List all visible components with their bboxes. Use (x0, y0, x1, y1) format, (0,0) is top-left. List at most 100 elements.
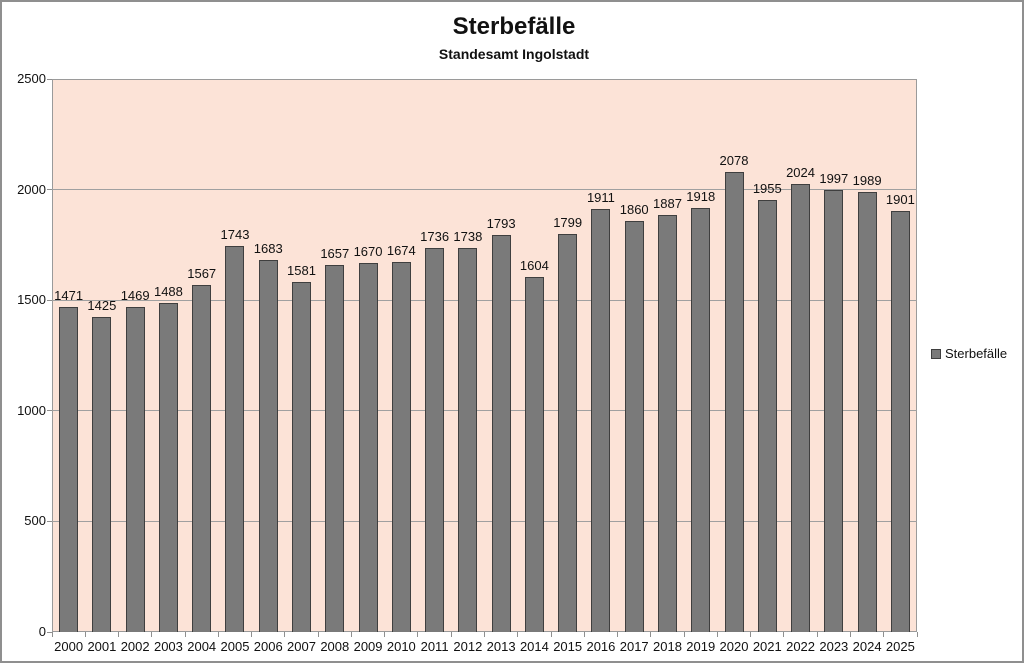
x-tick-mark-26 (916, 632, 918, 637)
x-tick-label-2019: 2019 (686, 639, 716, 654)
legend-marker-icon (931, 349, 941, 359)
x-tick-label-2024: 2024 (852, 639, 882, 654)
bar-2000 (59, 306, 79, 632)
bar-2013 (491, 235, 511, 632)
bar-value-label-2019: 1918 (686, 188, 716, 204)
bar-value-label-2022: 2024 (786, 165, 815, 181)
gridline-2000 (52, 189, 917, 191)
x-tick-mark-6 (251, 632, 253, 637)
x-tick-mark-11 (417, 632, 419, 637)
x-tick-mark-20 (716, 632, 718, 637)
x-tick-label-2011: 2011 (420, 639, 449, 654)
legend-label: Sterbefälle (945, 346, 1008, 361)
x-tick-mark-1 (84, 632, 86, 637)
x-tick-mark-12 (450, 632, 452, 637)
bar-value-label-2001: 1425 (87, 297, 117, 313)
x-tick-mark-22 (783, 632, 785, 637)
x-tick-mark-13 (484, 632, 485, 637)
bar-2006 (258, 259, 278, 632)
x-tick-mark-16 (583, 632, 585, 637)
bar-2023 (824, 190, 844, 632)
bar-2008 (325, 265, 345, 632)
x-tick-mark-2 (118, 632, 120, 637)
y-tick-label-500: 500 (24, 513, 46, 529)
bar-2002 (125, 307, 145, 632)
x-tick-mark-24 (849, 632, 851, 637)
x-tick-label-2014: 2014 (519, 639, 549, 654)
x-tick-label-2017: 2017 (619, 639, 649, 654)
bar-2016 (591, 209, 611, 632)
y-tick-mark-1000 (47, 410, 52, 412)
bar-2014 (524, 277, 544, 632)
x-tick-label-2012: 2012 (453, 639, 483, 654)
bar-2001 (92, 316, 112, 632)
gridline-1000 (52, 410, 917, 412)
chart-subtitle: Standesamt Ingolstadt (438, 46, 590, 62)
y-tick-mark-500 (47, 520, 52, 522)
x-tick-mark-5 (217, 632, 219, 637)
bar-value-label-2018: 1887 (653, 195, 682, 211)
bar-value-label-2015: 1799 (553, 215, 583, 231)
gridline-1500 (52, 299, 917, 301)
x-tick-mark-19 (683, 632, 685, 637)
x-tick-label-2023: 2023 (819, 639, 849, 654)
y-tick-mark-0 (47, 631, 52, 633)
x-tick-mark-9 (350, 632, 352, 637)
x-tick-label-2005: 2005 (220, 639, 250, 654)
bar-2010 (391, 261, 411, 632)
x-tick-label-2006: 2006 (253, 639, 283, 654)
x-tick-label-2020: 2020 (719, 639, 749, 654)
y-tick-mark-2000 (47, 189, 52, 191)
x-tick-label-2025: 2025 (885, 639, 915, 654)
bar-2012 (458, 247, 478, 632)
bar-value-label-2004: 1567 (187, 266, 217, 282)
bar-2003 (158, 302, 178, 632)
bar-2020 (724, 172, 744, 632)
bar-2019 (691, 207, 711, 632)
bar-2005 (225, 246, 245, 632)
bar-value-label-2021: 1955 (752, 180, 782, 196)
x-tick-mark-14 (517, 632, 519, 637)
x-tick-label-2013: 2013 (486, 639, 516, 654)
bar-value-label-2005: 1743 (220, 227, 250, 243)
bar-2004 (192, 285, 212, 632)
y-tick-mark-1500 (47, 299, 52, 301)
x-tick-label-2007: 2007 (287, 639, 316, 654)
bar-2017 (624, 220, 644, 632)
x-tick-mark-8 (317, 632, 319, 637)
x-tick-mark-3 (151, 632, 153, 637)
bar-value-label-2013: 1793 (486, 216, 516, 232)
x-tick-mark-25 (883, 632, 885, 637)
y-tick-label-2500: 2500 (17, 71, 46, 86)
bar-2011 (425, 247, 445, 632)
x-tick-label-2009: 2009 (353, 639, 383, 654)
bar-value-label-2006: 1683 (253, 240, 283, 256)
x-tick-mark-21 (750, 632, 752, 637)
x-tick-label-2003: 2003 (153, 639, 183, 654)
bar-2022 (791, 184, 811, 632)
x-tick-label-2002: 2002 (120, 639, 150, 654)
y-tick-mark-2500 (47, 78, 52, 80)
legend: Sterbefälle (931, 347, 1007, 361)
x-tick-label-2001: 2001 (87, 639, 117, 654)
gridline-500 (52, 520, 917, 522)
bar-value-label-2011: 1736 (420, 228, 450, 244)
bar-value-label-2007: 1581 (287, 263, 316, 279)
chart-title: Sterbefälle (452, 13, 576, 40)
y-tick-label-1000: 1000 (17, 402, 46, 418)
bar-2021 (757, 199, 777, 632)
y-tick-label-1500: 1500 (17, 292, 46, 308)
bar-value-label-2025: 1901 (885, 192, 915, 208)
y-tick-label-2000: 2000 (17, 181, 46, 197)
x-tick-mark-10 (384, 632, 386, 637)
bar-value-label-2009: 1670 (353, 243, 383, 259)
x-tick-mark-7 (284, 632, 286, 637)
bar-value-label-2000: 1471 (54, 287, 84, 303)
bar-value-label-2020: 2078 (719, 153, 749, 169)
bar-value-label-2002: 1469 (120, 288, 150, 304)
x-tick-label-2018: 2018 (653, 639, 682, 654)
bar-value-label-2012: 1738 (453, 228, 483, 244)
bar-2018 (657, 214, 677, 632)
bar-value-label-2003: 1488 (153, 283, 183, 299)
x-tick-mark-0 (51, 632, 53, 637)
